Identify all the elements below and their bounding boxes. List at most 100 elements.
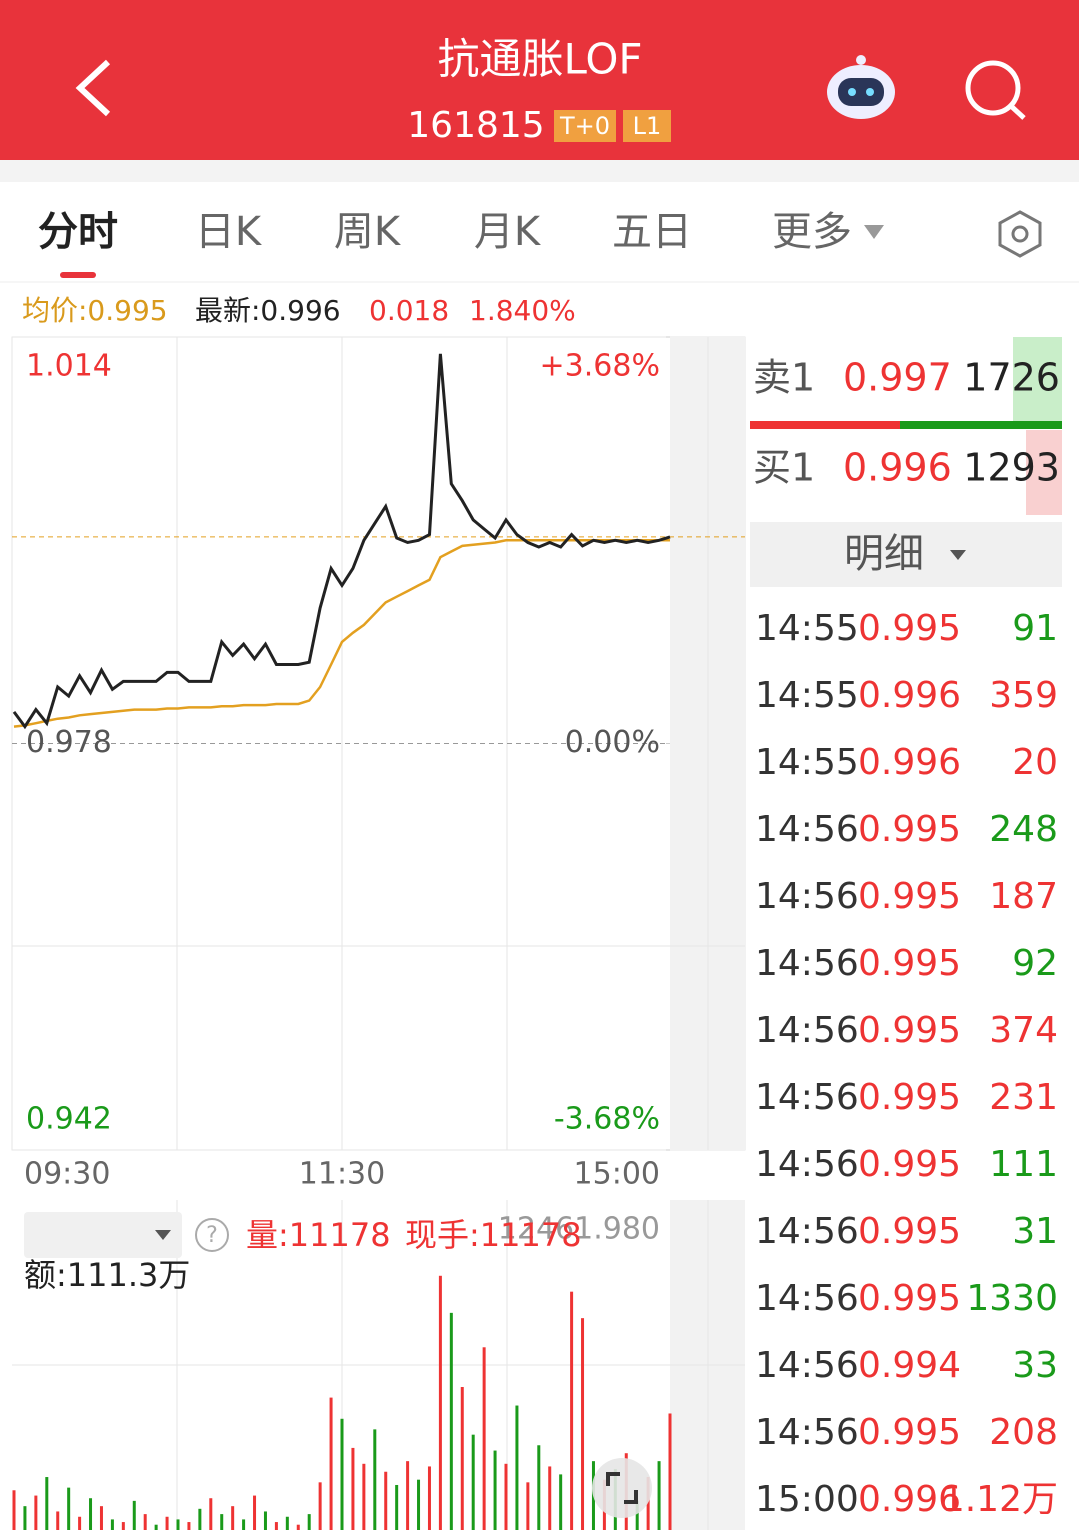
x-tick-label: 09:30 (24, 1157, 110, 1192)
volume-bar (318, 1482, 322, 1530)
volume-bar (231, 1506, 235, 1530)
ask-label: 卖1 (753, 356, 815, 400)
volume-bar (504, 1463, 508, 1530)
search-icon[interactable] (965, 60, 1026, 120)
trade-price: 0.995 (858, 1278, 961, 1319)
ask-depth (1013, 337, 1062, 422)
tab[interactable]: 周K (334, 209, 402, 255)
x-tick-label: 11:30 (299, 1157, 385, 1192)
x-tick-label: 15:00 (574, 1157, 660, 1192)
volume-bar (351, 1447, 355, 1530)
volume-bar (373, 1429, 377, 1530)
volume-bar (198, 1508, 202, 1530)
trade-price: 0.995 (858, 1010, 961, 1051)
trade-price: 0.995 (858, 1144, 961, 1185)
volume-bar (220, 1514, 224, 1530)
trade-time: 14:56 (755, 943, 859, 984)
dropdown-arrow (950, 550, 966, 560)
trade-volume: 359 (989, 675, 1058, 716)
volume-bar (537, 1445, 541, 1530)
volume-bar (581, 1318, 585, 1530)
trade-volume: 31 (1012, 1211, 1058, 1252)
trade-time: 14:55 (755, 608, 859, 649)
volume-bar (657, 1461, 661, 1530)
volume-bar (493, 1450, 497, 1530)
volume-bar (471, 1434, 475, 1530)
trade-volume: 248 (989, 809, 1058, 850)
trade-volume: 20 (1012, 742, 1058, 783)
divider (0, 160, 1079, 182)
trade-volume: 1330 (966, 1278, 1058, 1319)
trade-price: 0.996 (858, 742, 961, 783)
trade-volume: 1.12万 (942, 1479, 1058, 1520)
volume-bar (635, 1500, 639, 1530)
trade-time: 15:00 (755, 1479, 859, 1520)
volume-bar (427, 1466, 431, 1530)
ask-price: 0.997 (843, 356, 952, 400)
volume-bar (285, 1516, 289, 1530)
volume-bar (110, 1519, 114, 1530)
volume-bar (482, 1347, 486, 1530)
trade-time: 14:56 (755, 1278, 859, 1319)
y-tick-label: 1.014 (26, 349, 112, 384)
trade-volume: 111 (989, 1144, 1058, 1185)
volume-max-label: 12461.980 (498, 1212, 660, 1247)
volume-bar (646, 1477, 650, 1530)
volume-bar (12, 1490, 16, 1530)
detail-title: 明细 (844, 531, 924, 577)
trade-time: 14:55 (755, 742, 859, 783)
tab[interactable]: 月K (474, 209, 542, 255)
ask-ratio (900, 421, 1062, 429)
volume-bar (23, 1506, 27, 1530)
dropdown-arrow (155, 1230, 171, 1240)
volume-bar (132, 1500, 136, 1530)
volume-bar (176, 1519, 180, 1530)
tab[interactable]: 更多 (772, 209, 852, 255)
volume-bar (78, 1516, 82, 1530)
tab[interactable]: 五日 (612, 209, 692, 255)
expand-button[interactable] (592, 1458, 652, 1518)
volume-bar (67, 1487, 71, 1530)
volume-bar (417, 1479, 421, 1530)
back-button[interactable] (75, 59, 111, 117)
trade-price: 0.995 (858, 809, 961, 850)
title: 抗通胀LOF (437, 35, 642, 84)
bid-price: 0.996 (843, 446, 952, 490)
robot-icon[interactable] (827, 55, 895, 119)
volume-bar (548, 1466, 552, 1530)
volume-bar (154, 1524, 158, 1530)
bid-label: 买1 (753, 446, 815, 490)
detail-header[interactable] (750, 522, 1062, 587)
volume-bar (384, 1471, 388, 1530)
y-tick-label: 0.942 (26, 1102, 112, 1137)
trade-time: 14:56 (755, 876, 859, 917)
volume-selector[interactable] (24, 1212, 182, 1258)
volume-bar (515, 1405, 519, 1530)
volume-bar (460, 1387, 464, 1530)
y-tick-label: 0.978 (26, 725, 112, 760)
volume-bar (209, 1498, 213, 1530)
ask-volume: 1726 (963, 356, 1060, 400)
avg-price: 均价:0.995 (22, 294, 168, 327)
y2-tick-label: -3.68% (554, 1102, 660, 1137)
tab[interactable]: 日K (195, 209, 263, 255)
volume-bar (143, 1514, 147, 1530)
volume-bar (340, 1418, 344, 1530)
volume-bar (45, 1477, 49, 1530)
volume-bar (253, 1495, 257, 1530)
trade-price: 0.995 (858, 1211, 961, 1252)
settings-icon[interactable] (998, 210, 1042, 258)
trade-volume: 374 (989, 1010, 1058, 1051)
trade-time: 14:56 (755, 1412, 859, 1453)
help-icon[interactable] (195, 1218, 229, 1252)
trade-price: 0.995 (858, 1077, 961, 1118)
tab[interactable]: 分时 (38, 209, 118, 255)
trade-time: 14:56 (755, 1077, 859, 1118)
trade-volume: 208 (989, 1412, 1058, 1453)
volume-bar (395, 1484, 399, 1530)
volume-bar (274, 1522, 278, 1530)
trade-volume: 187 (989, 876, 1058, 917)
volume-bar (362, 1463, 366, 1530)
latest-price: 最新:0.996 (195, 294, 341, 327)
